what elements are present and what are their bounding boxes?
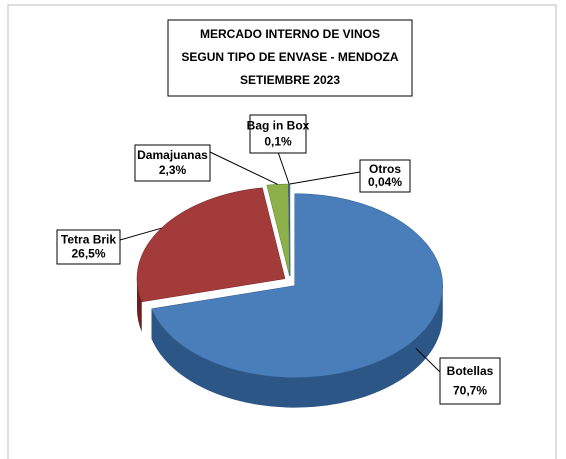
slice (136, 187, 286, 303)
slice (266, 183, 290, 277)
slice-label: Botellas (447, 364, 494, 378)
slice-label: Otros (369, 162, 401, 176)
title-box (167, 19, 413, 97)
slice-label: Tetra Brik (61, 232, 116, 246)
value-label: 2,3% (159, 163, 187, 177)
leader-line (119, 227, 162, 241)
label-box (134, 144, 211, 182)
label-box (56, 229, 121, 265)
slice-side (151, 285, 443, 408)
slice-side (136, 278, 142, 332)
value-label: 70,7% (453, 383, 487, 397)
leader-line (289, 171, 361, 185)
value-label: 0,1% (264, 135, 292, 149)
chart-border (7, 4, 557, 459)
leader-line (277, 151, 290, 185)
chart-title: SETIEMBRE 2023 (240, 73, 340, 87)
slice-label: Bag in Box (247, 119, 310, 133)
value-label: 26,5% (71, 247, 105, 261)
leader-line (415, 348, 441, 373)
label-box (359, 159, 411, 193)
slice-label: Damajuanas (137, 148, 208, 162)
leader-line (209, 151, 278, 185)
value-label: 0,04% (368, 175, 402, 189)
label-box (249, 114, 307, 154)
chart-title: MERCADO INTERNO DE VINOS (200, 27, 380, 41)
chart-title: SEGUN TIPO DE ENVASE - MENDOZA (181, 50, 398, 64)
slice (151, 193, 443, 378)
label-box (439, 357, 501, 405)
